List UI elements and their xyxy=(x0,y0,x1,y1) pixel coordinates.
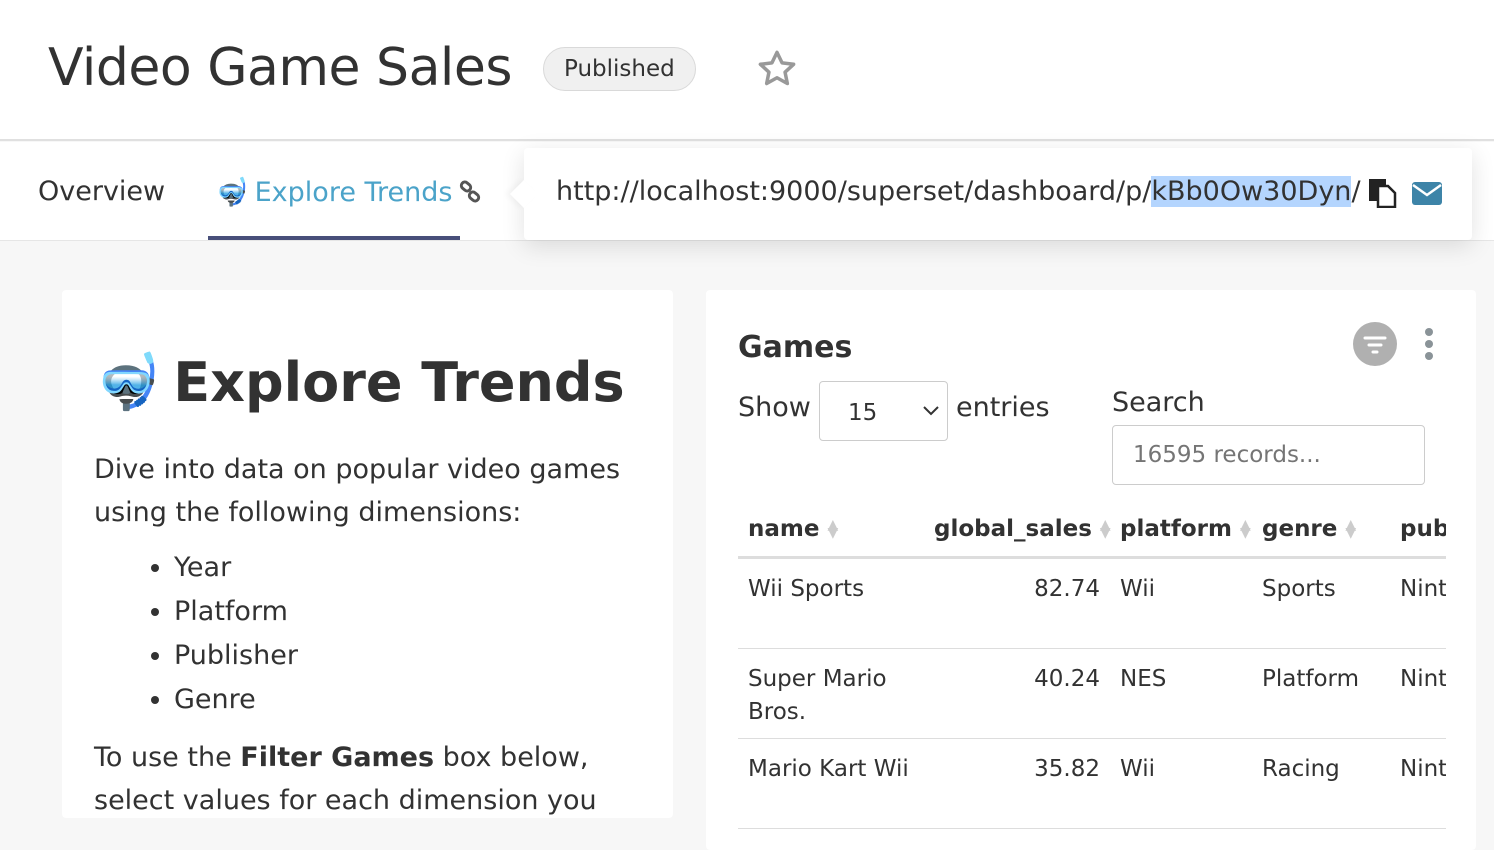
markdown-card: 🤿 Explore Trends Dive into data on popula… xyxy=(62,290,673,818)
chevron-down-icon xyxy=(923,406,939,416)
copy-icon[interactable] xyxy=(1368,178,1398,208)
table-row[interactable]: Mario Kart Wii 35.82 Wii Racing Nint xyxy=(738,739,1446,829)
sort-icon: ▲ ▼ xyxy=(1099,517,1111,541)
list-item: Year xyxy=(174,546,641,590)
sort-icon: ▲ ▼ xyxy=(1345,517,1357,541)
list-item: Genre xyxy=(174,678,641,722)
search-label: Search xyxy=(1112,387,1205,418)
list-item: Publisher xyxy=(174,634,641,678)
entries-label: entries xyxy=(956,392,1050,423)
link-icon[interactable] xyxy=(458,180,482,204)
markdown-heading: 🤿 Explore Trends xyxy=(94,350,625,414)
intro-text: Dive into data on popular video games us… xyxy=(94,454,621,528)
diving-mask-icon: 🤿 xyxy=(94,350,162,413)
column-header-genre[interactable]: genre ▲ ▼ xyxy=(1262,516,1357,542)
games-table: name ▲ ▼ global_sales ▲ ▼ platform ▲ ▼ genre ▲ ▼… xyxy=(738,508,1446,838)
tab-overview[interactable]: Overview xyxy=(38,176,166,207)
sort-icon: ▲ ▼ xyxy=(1239,517,1251,541)
star-icon[interactable] xyxy=(756,48,798,90)
search-input[interactable] xyxy=(1112,425,1425,485)
dimension-list: Year Platform Publisher Genre xyxy=(174,546,641,722)
more-options-icon[interactable] xyxy=(1424,328,1434,362)
table-row[interactable]: Wii Sports 82.74 Wii Sports Nint xyxy=(738,559,1446,649)
diving-mask-icon: 🤿 xyxy=(215,177,249,208)
filter-button[interactable] xyxy=(1353,322,1397,366)
email-icon[interactable] xyxy=(1412,182,1442,206)
status-badge[interactable]: Published xyxy=(543,47,696,91)
show-label: Show xyxy=(738,392,811,423)
share-url[interactable]: http://localhost:9000/superset/dashboard… xyxy=(556,176,1361,207)
filter-icon xyxy=(1363,336,1387,354)
column-header-publisher[interactable]: pub xyxy=(1400,516,1446,542)
active-tab-indicator xyxy=(208,236,460,240)
games-table-card: Games Show 15 entries Search name▲▼ glob… xyxy=(706,290,1476,850)
table-row[interactable]: Super Mario Bros. 40.24 NES Platform Nint xyxy=(738,649,1446,739)
column-header-global-sales[interactable]: global_sales ▲ ▼ xyxy=(934,516,1111,542)
header-divider xyxy=(738,556,1446,559)
share-url-popover: http://localhost:9000/superset/dashboard… xyxy=(524,148,1472,240)
sort-icon: ▲ ▼ xyxy=(827,517,839,541)
column-header-platform[interactable]: platform ▲ ▼ xyxy=(1120,516,1251,542)
tab-explore-trends[interactable]: 🤿 Explore Trends xyxy=(215,176,482,208)
chart-title: Games xyxy=(738,330,853,365)
dashboard-header: Video Game Sales Published xyxy=(0,0,1494,141)
tab-label: Explore Trends xyxy=(254,176,453,208)
outro-text: To use the Filter Games box below, selec… xyxy=(94,742,597,816)
column-header-name[interactable]: name ▲ ▼ xyxy=(748,516,839,542)
dashboard-title[interactable]: Video Game Sales xyxy=(48,38,512,98)
list-item: Platform xyxy=(174,590,641,634)
page-size-select[interactable]: 15 xyxy=(819,381,948,441)
